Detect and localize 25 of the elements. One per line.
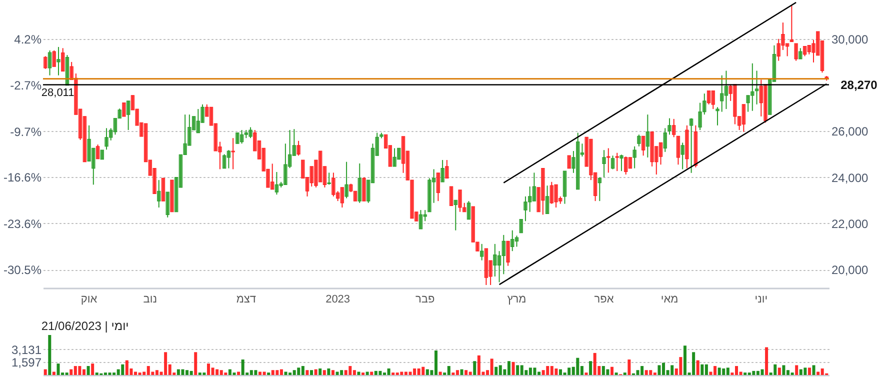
y2-tick-label: -30.5%: [3, 262, 42, 277]
x-tick-label: מאי: [660, 294, 678, 306]
y-tick-label: 20,000: [832, 263, 869, 278]
x-tick-label: יוני: [754, 294, 768, 306]
x-tick-label: דצמ: [236, 294, 256, 306]
text: יומי | 21/06/2023: [41, 319, 129, 333]
y-tick-label: 24,000: [832, 170, 869, 185]
x-tick-label: נוב: [143, 294, 157, 306]
x-tick-label: פבר: [416, 294, 435, 306]
x-tick-label: אפר: [594, 294, 614, 306]
y-tick-label: 1,597: [11, 355, 42, 370]
y-tick-label: 3,131: [11, 342, 42, 357]
y2-tick-label: -2.7%: [10, 78, 42, 92]
ref-line-label: 28,270: [840, 78, 878, 92]
y2-tick-label: 4.2%: [14, 32, 42, 47]
y-tick-label: 26,000: [832, 124, 869, 139]
x-tick-label: 2023: [326, 294, 350, 306]
y-tick-label: 22,000: [832, 216, 869, 231]
x-tick-label: אוק: [80, 294, 98, 306]
ref-line-label: 28,011: [41, 86, 74, 99]
x-tick-label: מרץ: [507, 294, 526, 306]
y2-tick-label: -23.6%: [3, 217, 42, 232]
y2-tick-label: -16.6%: [3, 170, 42, 185]
y-tick-label: 30,000: [832, 32, 869, 46]
y2-tick-label: -9.7%: [10, 124, 42, 139]
